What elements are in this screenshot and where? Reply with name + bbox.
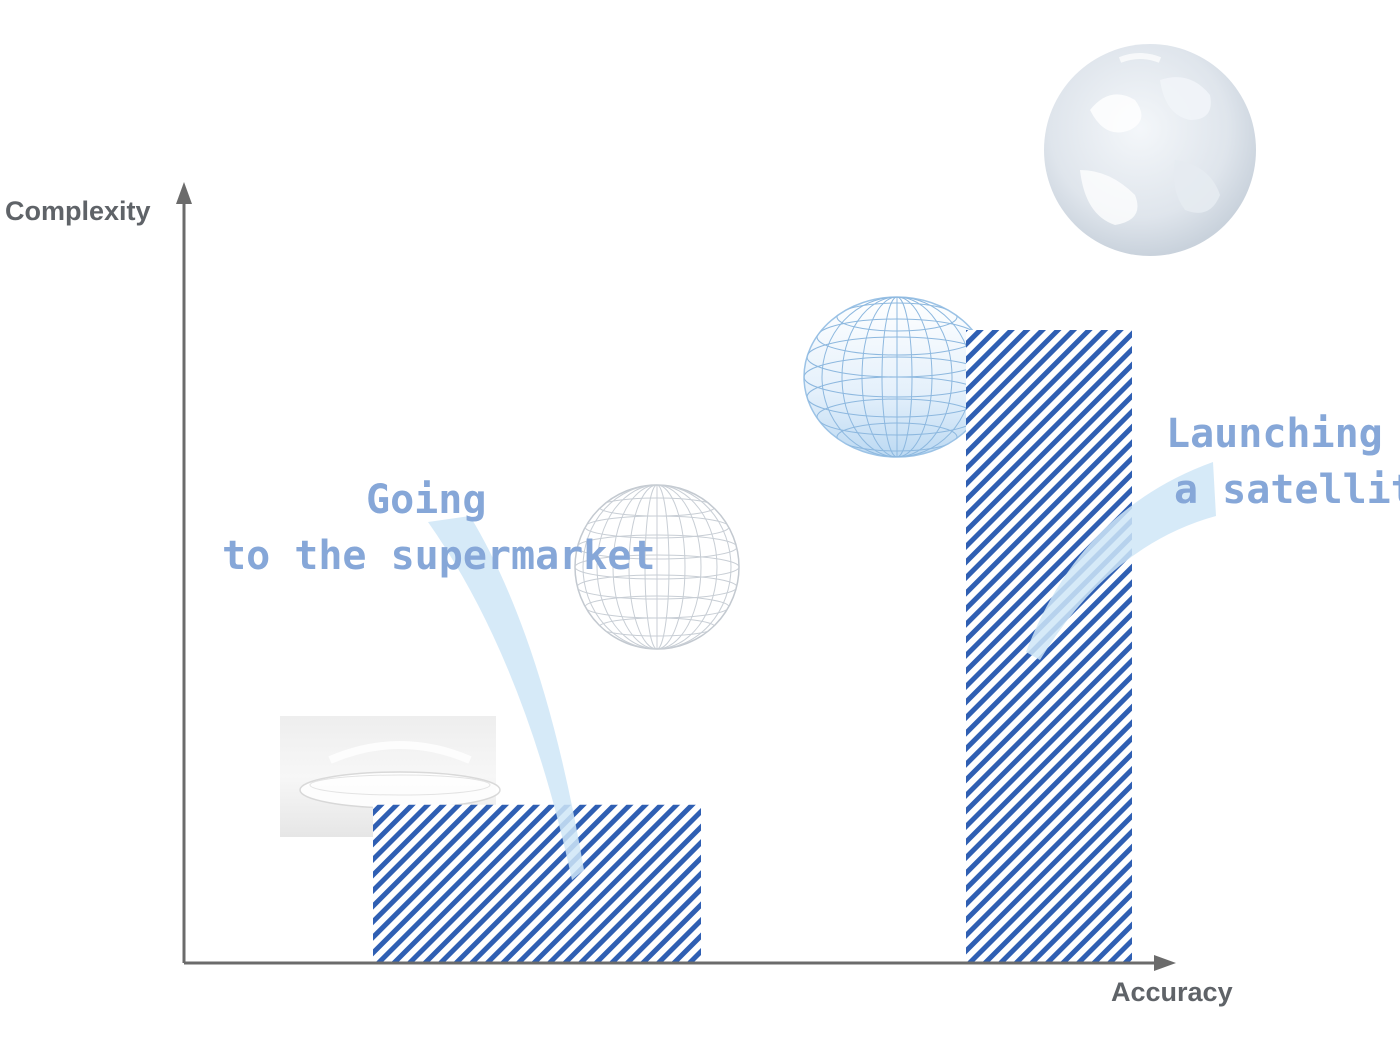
earth-icon [1044, 44, 1256, 256]
satellite-annotation-line1: Launching [1166, 411, 1383, 457]
supermarket-bar [373, 804, 701, 963]
x-axis-arrow-icon [1154, 955, 1176, 971]
x-axis-label: Accuracy [1111, 977, 1233, 1007]
x-axis [184, 955, 1176, 971]
satellite-annotation: Launching a satellite [1166, 406, 1400, 518]
satellite-bar [966, 330, 1132, 963]
grid-sphere-icon [574, 484, 740, 650]
satellite-callout [1026, 462, 1216, 660]
supermarket-callout [428, 516, 584, 880]
y-axis [176, 182, 192, 963]
ellipsoid-icon [803, 296, 991, 458]
y-axis-arrow-icon [176, 182, 192, 204]
y-axis-label: Complexity [5, 196, 151, 226]
supermarket-annotation-line1: Going [366, 477, 487, 523]
satellite-annotation-line2: a satellite [1174, 467, 1400, 513]
supermarket-annotation-line2: to the supermarket [222, 533, 656, 579]
supermarket-annotation: Going to the supermarket [222, 472, 655, 584]
